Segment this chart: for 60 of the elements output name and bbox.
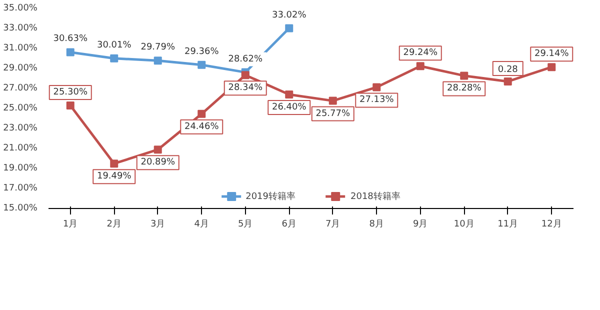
- data-label: 28.28%: [446, 84, 482, 94]
- x-tick-label: 2月: [106, 220, 122, 230]
- x-tick-label: 5月: [238, 220, 253, 230]
- data-label: 25.30%: [53, 88, 88, 98]
- data-label: 24.46%: [184, 122, 220, 132]
- data-label: 30.63%: [53, 34, 88, 44]
- point: [285, 90, 294, 98]
- x-tick-label: 10月: [454, 220, 474, 230]
- point: [154, 146, 162, 154]
- y-tick-label: 23.00%: [3, 124, 38, 134]
- x-tick-label: 4月: [194, 220, 209, 230]
- point: [460, 72, 468, 80]
- point: [328, 96, 337, 105]
- data-label: 19.49%: [96, 172, 132, 182]
- x-tick-label: 11月: [498, 220, 518, 230]
- y-tick-label: 33.00%: [3, 24, 38, 34]
- x-tick-label: 9月: [413, 220, 428, 230]
- point: [548, 63, 556, 72]
- point: [241, 71, 250, 80]
- y-tick-label: 15.00%: [3, 204, 38, 214]
- x-tick-label: 1月: [63, 220, 78, 230]
- point: [110, 54, 118, 62]
- annotation: 0.28: [498, 65, 518, 75]
- data-label: 29.14%: [534, 49, 570, 60]
- point: [198, 60, 206, 69]
- y-tick-label: 29.00%: [3, 64, 38, 74]
- legend-label: 2019转籍率: [246, 190, 296, 202]
- x-tick-label: 3月: [150, 220, 166, 230]
- point: [504, 78, 512, 86]
- data-label: 28.62%: [228, 54, 263, 64]
- point: [154, 56, 162, 65]
- y-tick-label: 27.00%: [3, 84, 38, 94]
- x-tick-label: 8月: [369, 220, 384, 230]
- point: [285, 24, 294, 32]
- data-label: 33.02%: [272, 10, 307, 20]
- data-label: 29.24%: [403, 48, 438, 58]
- point: [372, 83, 381, 92]
- data-label: 30.01%: [96, 40, 132, 50]
- data-label: 29.36%: [184, 46, 220, 57]
- data-label: 25.77%: [316, 108, 350, 119]
- y-tick-label: 19.00%: [3, 164, 38, 174]
- y-tick-label: 21.00%: [3, 144, 38, 154]
- y-tick-label: 31.00%: [3, 44, 38, 54]
- x-tick-label: 12月: [541, 220, 562, 230]
- data-label: 29.79%: [140, 42, 176, 53]
- y-tick-label: 35.00%: [3, 4, 38, 14]
- point: [416, 62, 424, 70]
- legend-label: 2018转籍率: [350, 190, 400, 202]
- point: [66, 102, 74, 110]
- point: [110, 160, 118, 168]
- data-label: 28.34%: [228, 83, 263, 94]
- y-tick-label: 17.00%: [3, 184, 38, 194]
- x-tick-label: 6月: [282, 220, 296, 230]
- x-tick-label: 7月: [326, 220, 340, 230]
- point: [66, 48, 74, 56]
- data-label: 27.13%: [359, 95, 394, 106]
- y-tick-label: 25.00%: [3, 104, 38, 114]
- point: [198, 110, 206, 118]
- data-label: 26.40%: [272, 102, 307, 112]
- data-label: 20.89%: [140, 158, 176, 168]
